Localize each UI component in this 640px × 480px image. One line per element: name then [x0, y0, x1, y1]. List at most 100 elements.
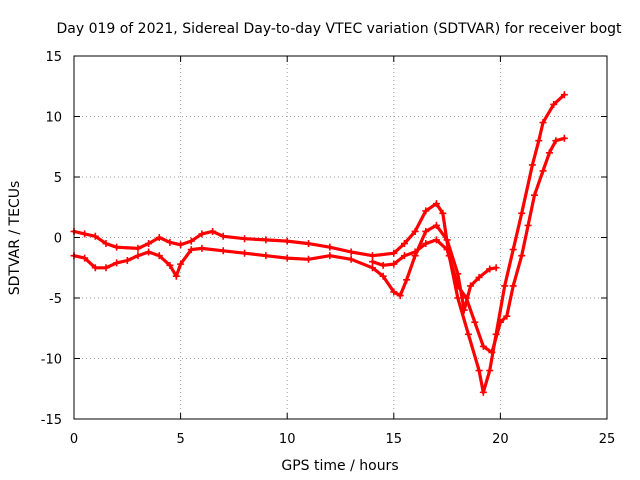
data-point [155, 234, 163, 241]
data-point [91, 232, 99, 240]
data-point [535, 137, 543, 145]
data-point [475, 273, 483, 281]
x-axis-title: GPS time / hours [281, 458, 398, 474]
data-point [492, 264, 500, 272]
x-tick-label: 10 [279, 432, 296, 447]
data-point [479, 342, 487, 350]
data-point [187, 246, 195, 254]
data-point [347, 255, 355, 263]
data-point [305, 255, 313, 263]
series-track-c [368, 134, 568, 356]
data-point [102, 264, 110, 272]
data-point [198, 244, 206, 252]
x-tick-label: 20 [492, 432, 509, 447]
tick-layer: 0 5 10 15 20 25 15 10 5 0 -5 -10 -15 [41, 50, 616, 447]
data-point [177, 260, 185, 268]
data-point [241, 235, 249, 243]
data-point [454, 294, 462, 302]
data-point [379, 261, 387, 269]
data-point [283, 254, 291, 262]
data-point [400, 252, 408, 260]
grid-layer [74, 56, 607, 419]
y-tick-label: 0 [54, 232, 62, 247]
data-point [241, 249, 249, 257]
data-point [347, 248, 355, 256]
data-point [102, 240, 110, 248]
data-point [187, 237, 195, 245]
data-point [113, 259, 121, 267]
data-point [422, 207, 430, 215]
data-point [539, 167, 547, 175]
data-point [283, 237, 291, 245]
data-point [460, 306, 468, 314]
data-point [403, 276, 411, 284]
data-point [443, 246, 451, 254]
x-tick-label: 25 [599, 432, 616, 447]
x-tick-label: 15 [386, 432, 403, 447]
data-point [390, 260, 398, 268]
data-point [262, 236, 270, 244]
y-tick-label: -15 [41, 413, 62, 428]
data-point [305, 240, 313, 248]
data-point [155, 252, 163, 260]
data-point [198, 230, 206, 238]
data-point [166, 238, 174, 246]
data-point [422, 227, 430, 235]
data-point [545, 149, 553, 157]
data-point [91, 264, 99, 272]
data-point [432, 236, 440, 244]
data-point [432, 200, 440, 208]
data-point [432, 221, 440, 229]
data-point [81, 254, 89, 262]
data-point [550, 100, 558, 108]
data-point [488, 348, 496, 356]
data-point [422, 240, 430, 248]
data-point [475, 367, 483, 375]
series-layer [70, 91, 568, 396]
data-point [81, 230, 89, 238]
x-tick-label: 0 [70, 432, 78, 447]
data-point [443, 236, 451, 244]
data-point [479, 388, 487, 396]
data-point [368, 258, 376, 266]
data-point [400, 240, 408, 248]
data-point [524, 221, 532, 229]
data-point [219, 232, 227, 240]
chart-title: Day 019 of 2021, Sidereal Day-to-day VTE… [56, 21, 622, 37]
data-point [531, 191, 539, 199]
y-tick-label: -10 [41, 353, 62, 368]
data-point [411, 227, 419, 235]
data-point [134, 244, 142, 252]
data-point [209, 227, 217, 235]
data-point [134, 252, 142, 260]
data-point [518, 209, 526, 217]
series-line [72, 93, 566, 394]
x-tick-label: 5 [176, 432, 184, 447]
data-point [439, 209, 447, 217]
y-tick-label: 15 [45, 50, 62, 65]
y-tick-label: 10 [45, 111, 62, 126]
data-point [390, 249, 398, 257]
data-point [172, 272, 180, 280]
series-track-b [70, 221, 500, 314]
data-point [539, 119, 547, 127]
data-point [560, 91, 568, 99]
data-point [368, 264, 376, 272]
data-point [262, 252, 270, 260]
data-point [396, 292, 404, 300]
data-point [503, 312, 511, 320]
data-point [454, 282, 462, 290]
y-axis-title: SDTVAR / TECUs [7, 181, 23, 296]
data-point [552, 137, 560, 145]
y-tick-label: -5 [49, 292, 62, 307]
data-point [177, 241, 185, 249]
data-point [486, 367, 494, 375]
data-point [113, 243, 121, 251]
data-point [368, 252, 376, 260]
data-point [326, 243, 334, 251]
data-point [518, 252, 526, 260]
data-point [496, 318, 504, 326]
data-point [219, 247, 227, 255]
data-point [145, 240, 153, 248]
data-point [166, 261, 174, 269]
